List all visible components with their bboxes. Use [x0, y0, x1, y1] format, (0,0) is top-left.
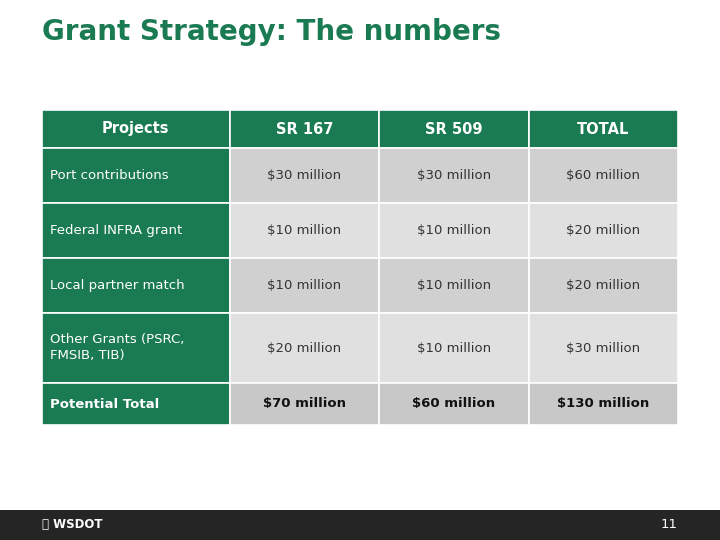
Text: 11: 11 — [661, 518, 678, 531]
Text: Ⓟ WSDOT: Ⓟ WSDOT — [42, 518, 102, 531]
Bar — [379, 203, 528, 258]
Bar — [42, 258, 230, 313]
Text: $60 million: $60 million — [566, 169, 640, 182]
Bar — [0, 510, 720, 540]
Text: $10 million: $10 million — [417, 224, 491, 237]
Bar — [379, 313, 528, 383]
Text: TOTAL: TOTAL — [577, 122, 629, 137]
Bar — [379, 110, 528, 148]
Bar — [42, 203, 230, 258]
Bar — [528, 110, 678, 148]
Bar — [528, 258, 678, 313]
Bar — [230, 110, 379, 148]
Text: Port contributions: Port contributions — [50, 169, 168, 182]
Bar — [42, 148, 230, 203]
Bar — [528, 203, 678, 258]
Text: $20 million: $20 million — [566, 224, 640, 237]
Bar — [528, 383, 678, 425]
Bar — [230, 148, 379, 203]
Text: Federal INFRA grant: Federal INFRA grant — [50, 224, 182, 237]
Text: SR 509: SR 509 — [425, 122, 482, 137]
Bar — [230, 203, 379, 258]
Text: $30 million: $30 million — [566, 341, 640, 354]
Bar — [379, 383, 528, 425]
Bar — [230, 313, 379, 383]
Text: Projects: Projects — [102, 122, 170, 137]
Bar — [42, 110, 230, 148]
Text: Local partner match: Local partner match — [50, 279, 184, 292]
Bar — [528, 148, 678, 203]
Text: $30 million: $30 million — [267, 169, 341, 182]
Bar — [379, 148, 528, 203]
Bar — [230, 258, 379, 313]
Bar — [42, 313, 230, 383]
Text: $10 million: $10 million — [417, 279, 491, 292]
Bar — [379, 258, 528, 313]
Text: Grant Strategy: The numbers: Grant Strategy: The numbers — [42, 18, 501, 46]
Text: SR 167: SR 167 — [276, 122, 333, 137]
Text: $20 million: $20 million — [267, 341, 341, 354]
Bar — [528, 313, 678, 383]
Text: $20 million: $20 million — [566, 279, 640, 292]
Text: $60 million: $60 million — [413, 397, 495, 410]
Bar — [230, 383, 379, 425]
Text: $70 million: $70 million — [263, 397, 346, 410]
Text: $130 million: $130 million — [557, 397, 649, 410]
Text: $30 million: $30 million — [417, 169, 491, 182]
Text: $10 million: $10 million — [417, 341, 491, 354]
Text: $10 million: $10 million — [267, 224, 341, 237]
Text: $10 million: $10 million — [267, 279, 341, 292]
Text: Potential Total: Potential Total — [50, 397, 159, 410]
Bar — [42, 383, 230, 425]
Text: Other Grants (PSRC,
FMSIB, TIB): Other Grants (PSRC, FMSIB, TIB) — [50, 334, 184, 362]
